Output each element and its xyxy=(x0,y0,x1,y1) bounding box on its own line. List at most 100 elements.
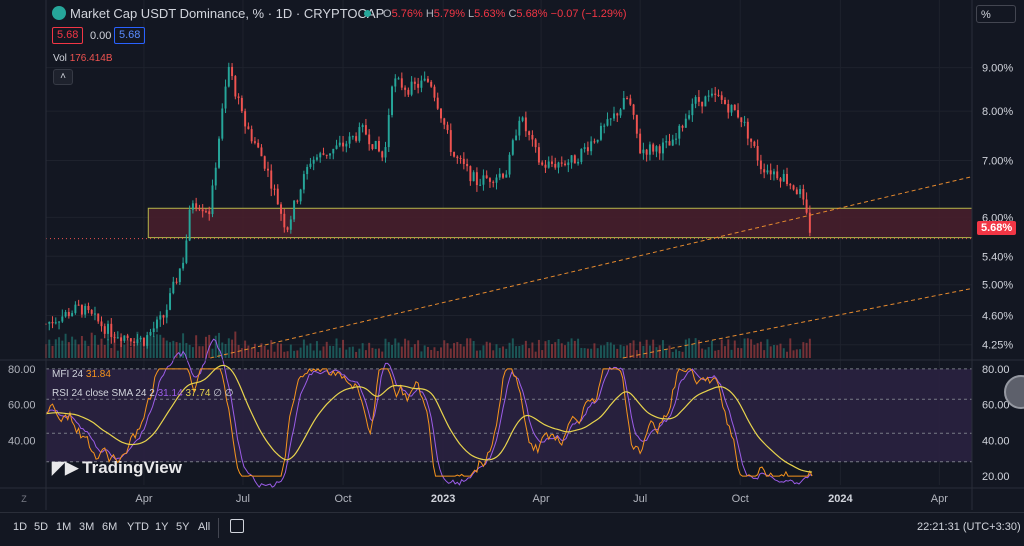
volume-bar xyxy=(521,344,524,358)
candle-body xyxy=(511,140,514,155)
ask-box[interactable]: 5.68 xyxy=(114,27,146,44)
volume-bar xyxy=(534,351,537,358)
volume-bar xyxy=(404,338,407,358)
range-button-6m[interactable]: 6M xyxy=(102,521,118,533)
osc-right-tick-label: 20.00 xyxy=(982,471,1010,483)
volume-bar xyxy=(740,348,743,358)
candle-body xyxy=(710,93,713,96)
volume-bar xyxy=(293,350,296,358)
volume-bar xyxy=(560,343,563,358)
range-button-5y[interactable]: 5Y xyxy=(176,521,190,533)
candle-body xyxy=(616,113,619,116)
volume-bar xyxy=(626,345,629,358)
candle-body xyxy=(175,281,178,283)
candle-body xyxy=(577,161,580,164)
bid-box[interactable]: 5.68 xyxy=(52,27,84,44)
zone-rect[interactable] xyxy=(147,207,973,239)
clock[interactable]: 22:21:31 (UTC+3:30) xyxy=(917,521,1021,533)
symbol-title[interactable]: Market Cap USDT Dominance, % · 1D · CRYP… xyxy=(70,6,385,21)
range-button-1y[interactable]: 1Y xyxy=(155,521,169,533)
candle-body xyxy=(665,141,668,143)
candle-body xyxy=(54,322,57,324)
candle-body xyxy=(142,337,145,346)
volume-bar xyxy=(544,341,547,358)
goto-date-icon[interactable] xyxy=(230,519,244,533)
candle-body xyxy=(266,168,269,171)
range-button-1m[interactable]: 1M xyxy=(56,521,72,533)
bottom-toolbar xyxy=(0,512,1024,546)
volume-bar xyxy=(377,348,380,358)
time-tick-label: 2024 xyxy=(828,493,853,505)
range-button-5d[interactable]: 5D xyxy=(34,521,49,533)
volume-bar xyxy=(420,351,423,358)
candle-body xyxy=(642,149,645,154)
candle-body xyxy=(93,313,96,315)
candle-body xyxy=(221,108,224,139)
volume-bar xyxy=(459,343,462,358)
candle-body xyxy=(482,175,485,185)
volume-bar xyxy=(694,338,697,358)
currency-unit-button[interactable]: % xyxy=(976,5,1016,23)
volume-bar xyxy=(665,348,668,358)
volume-bar xyxy=(789,338,792,358)
volume-bar xyxy=(221,342,224,358)
candle-body xyxy=(204,211,207,213)
candle-body xyxy=(475,172,478,186)
volume-bar xyxy=(400,346,403,358)
candle-body xyxy=(808,212,811,233)
osc-left-tick-label: 60.00 xyxy=(8,400,36,412)
volume-bar xyxy=(348,347,351,358)
candle-body xyxy=(528,131,531,135)
candle-body xyxy=(730,104,733,113)
candle-body xyxy=(133,341,136,344)
volume-bar xyxy=(61,340,64,358)
volume-bar xyxy=(586,348,589,358)
zoom-reset-button[interactable]: Z xyxy=(21,494,27,504)
candle-body xyxy=(580,148,583,162)
candle-body xyxy=(456,156,459,158)
volume-bar xyxy=(67,342,70,358)
volume-bar xyxy=(619,344,622,358)
candle-body xyxy=(51,321,54,324)
volume-bar xyxy=(276,343,279,358)
candle-body xyxy=(717,94,720,96)
volume-bar xyxy=(518,345,521,358)
candle-body xyxy=(289,219,292,230)
candle-body xyxy=(61,316,64,322)
range-button-3m[interactable]: 3M xyxy=(79,521,95,533)
spread-value: 0.00 xyxy=(90,30,112,42)
candle-body xyxy=(459,157,462,159)
range-button-1d[interactable]: 1D xyxy=(13,521,28,533)
candle-body xyxy=(570,155,573,163)
volume-bar xyxy=(319,350,322,358)
volume-bar xyxy=(743,338,746,358)
candle-body xyxy=(727,103,730,113)
trendline[interactable] xyxy=(622,287,973,359)
volume-bar xyxy=(364,350,367,358)
candle-body xyxy=(443,118,446,125)
candle-body xyxy=(113,337,116,339)
volume-bar xyxy=(149,332,152,358)
candle-body xyxy=(100,321,103,327)
volume-bar xyxy=(374,348,377,358)
candle-body xyxy=(430,81,433,87)
range-button-ytd[interactable]: YTD xyxy=(127,521,149,533)
candle-body xyxy=(622,98,625,110)
volume-bar xyxy=(707,347,710,358)
candle-body xyxy=(404,87,407,90)
candle-body xyxy=(329,153,331,156)
volume-bar xyxy=(710,340,713,358)
range-button-all[interactable]: All xyxy=(198,521,211,533)
volume-bar xyxy=(466,338,469,358)
trendline[interactable] xyxy=(210,176,973,359)
volume-bar xyxy=(361,343,364,358)
candle-body xyxy=(495,177,498,183)
volume-bar xyxy=(799,349,802,358)
candle-body xyxy=(658,146,661,154)
candle-body xyxy=(521,117,524,121)
volume-bar xyxy=(433,347,436,358)
trendlines xyxy=(210,176,973,359)
volume-bar xyxy=(678,351,681,358)
collapse-chevron-icon[interactable]: ˄ xyxy=(53,69,73,85)
